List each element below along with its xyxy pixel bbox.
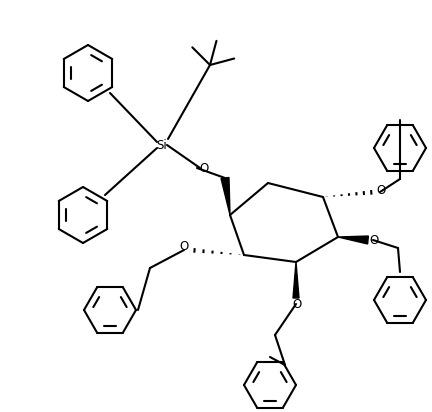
Text: O: O	[369, 234, 378, 246]
Polygon shape	[338, 236, 368, 244]
Text: O: O	[200, 162, 209, 175]
Text: O: O	[376, 183, 386, 197]
Polygon shape	[293, 262, 299, 298]
Polygon shape	[221, 178, 230, 215]
Text: Si: Si	[157, 138, 167, 152]
Text: O: O	[179, 239, 189, 253]
Text: O: O	[292, 299, 302, 311]
